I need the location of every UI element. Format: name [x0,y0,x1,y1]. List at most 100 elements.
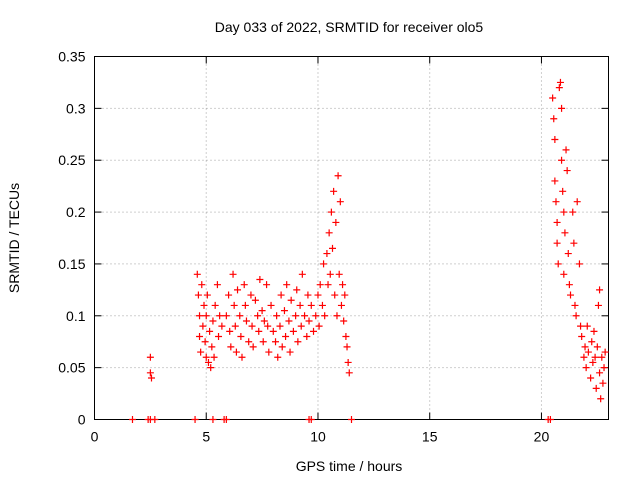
data-point [599,379,607,387]
data-point [336,198,344,206]
data-point [340,317,348,325]
data-point [241,301,249,309]
ticks-layer: 0 0.05 0.1 0.15 0.2 0.25 0.3 0.35 0 5 10 15 20 [58,49,609,445]
data-point [594,301,602,309]
data-point [208,343,216,351]
data-point [582,364,590,372]
data-point [553,218,561,226]
data-point [596,369,604,377]
y-tick-label: 0.2 [66,204,86,220]
data-point [286,348,294,356]
data-point [267,301,275,309]
data-point [259,338,267,346]
x-axis-label: GPS time / hours [296,458,403,474]
data-point [325,229,333,237]
data-point [584,348,592,356]
data-point [329,244,337,252]
data-point [204,358,212,366]
data-point [251,296,259,304]
data-point [567,291,575,299]
data-point [196,312,204,320]
data-point [232,348,240,356]
data-point [590,327,598,335]
data-point [280,307,288,315]
data-point [292,312,300,320]
data-point [561,229,569,237]
x-tick-label: 20 [534,429,550,445]
data-point [272,338,280,346]
data-point [240,281,248,289]
data-point [258,307,266,315]
data-point [202,353,210,361]
data-point [339,281,347,289]
data-point [307,301,315,309]
data-point [549,94,557,102]
data-point [589,358,597,366]
data-point [551,135,559,143]
data-point [254,312,262,320]
data-point [596,286,604,294]
data-point [191,416,199,423]
data-point [575,260,583,268]
data-point [345,369,353,377]
data-point [298,270,306,278]
data-point [570,239,578,247]
data-point [556,78,564,86]
data-point [197,348,205,356]
y-tick-label: 0.35 [58,49,85,65]
data-point [201,338,209,346]
data-point [303,333,311,341]
data-point [193,270,201,278]
data-point [546,416,554,423]
data-point [550,115,558,123]
data-point [128,416,136,423]
data-point [593,343,601,351]
data-point [293,286,301,294]
data-point [229,270,237,278]
data-point [289,327,297,335]
chart-title: Day 033 of 2022, SRMTID for receiver olo… [215,19,484,35]
data-point [335,270,343,278]
data-point [209,317,217,325]
data-point [310,327,318,335]
data-point [265,348,273,356]
data-point [202,312,210,320]
y-tick-label: 0.1 [66,308,86,324]
data-point [203,291,211,299]
data-point [569,208,577,216]
data-point [227,343,235,351]
data-point [555,84,563,92]
data-point [344,358,352,366]
data-point [558,156,566,164]
data-point [577,322,585,330]
y-tick-label: 0.05 [58,360,85,376]
data-point [324,281,332,289]
data-point [343,343,351,351]
data-point [316,281,324,289]
data-point [573,198,581,206]
data-point [341,291,349,299]
data-point [565,281,573,289]
data-point [147,374,155,382]
data-point [598,353,606,361]
data-point [256,275,264,283]
data-point [296,301,304,309]
x-tick-label: 5 [202,429,210,445]
data-point [314,291,322,299]
data-point [583,322,591,330]
data-point [332,218,340,226]
data-point [327,208,335,216]
data-point [581,343,589,351]
data-point [334,172,342,180]
data-point [222,312,230,320]
data-point [337,301,345,309]
data-point [560,208,568,216]
data-point [323,250,331,258]
data-point [597,395,605,403]
data-point [151,416,159,423]
data-point [320,260,328,268]
plot-border [94,56,609,420]
data-point [600,364,608,372]
data-point [231,322,239,330]
